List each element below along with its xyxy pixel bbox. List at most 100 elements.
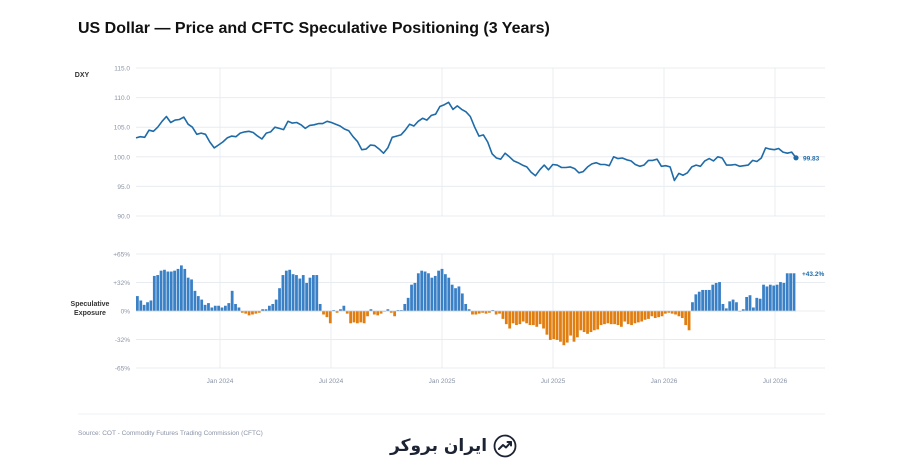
exposure-bar [234,303,237,311]
exposure-bar [741,309,745,311]
exposure-bar [521,311,525,322]
exposure-bar [565,311,569,343]
exposure-bar [193,290,197,311]
exposure-bar [508,311,512,329]
exposure-bar [410,284,413,311]
exposure-bar [532,311,535,326]
exposure-bar [427,273,430,311]
exposure-tick-label: 0% [121,309,131,316]
exposure-bar [494,311,498,315]
exposure-bar [389,311,393,313]
exposure-bar [173,270,177,311]
exposure-tick-label: +65% [113,252,130,259]
exposure-bar [257,311,261,313]
x-tick-label: Jan 2025 [429,378,456,385]
x-tick-label: Jan 2026 [651,378,678,385]
exposure-bar [542,311,545,329]
brand-logo: ایران بروکر [390,434,517,458]
exposure-bar [328,311,332,324]
exposure-bar [176,268,180,311]
exposure-bar [677,311,681,317]
exposure-bar [186,277,190,311]
exposure-bar [349,311,353,324]
price-tick-label: 100.0 [114,154,131,161]
exposure-bar [477,311,481,314]
exposure-bar [291,274,295,311]
exposure-bar [298,278,302,311]
exposure-bar [237,307,241,311]
exposure-bar [515,311,518,326]
exposure-bar [372,311,376,315]
exposure-bar [775,284,779,311]
price-tick-label: 110.0 [114,95,130,102]
exposure-bar [318,303,322,311]
exposure-bar [227,303,231,311]
exposure-bar [447,277,451,311]
brand-logo-text: ایران بروکر [390,436,488,456]
exposure-bar [301,275,305,311]
exposure-bar [471,311,474,315]
exposure-bar [359,311,363,323]
x-tick-label: Jan 2024 [207,378,234,385]
exposure-bar [420,270,424,311]
exposure-bar [684,311,688,326]
exposure-bar [616,311,620,326]
exposure-bar [271,303,275,311]
price-tick-label: 105.0 [114,125,131,132]
exposure-bar [254,311,258,314]
exposure-bar [386,309,390,311]
exposure-bar [636,311,640,323]
exposure-bar [457,286,461,311]
exposure-bar [762,284,765,311]
exposure-bar [511,311,515,324]
exposure-bar [555,311,559,340]
exposure-bar [322,311,325,315]
exposure-bar [572,311,576,342]
exposure-bar [305,282,309,311]
exposure-bar [376,311,380,316]
exposure-bar [569,311,573,336]
exposure-bar [159,270,163,311]
exposure-bar [220,307,224,311]
exposure-bar [261,309,265,311]
exposure-tick-label: -32% [115,337,130,344]
exposure-bar [701,289,705,311]
exposure-bar [528,311,532,326]
exposure-bar [488,311,491,313]
exposure-bar [481,311,485,313]
exposure-bar [200,299,204,311]
price-axis-label: DXY [75,72,90,79]
exposure-bar [606,311,610,324]
exposure-bar [406,297,410,311]
exposure-axis-label-line2: Exposure [74,310,106,317]
exposure-bar [779,282,782,311]
price-tick-label: 90.0 [117,214,130,221]
exposure-bar [169,271,173,311]
exposure-bar [312,275,315,311]
exposure-bar [190,279,193,311]
exposure-bar [711,284,715,311]
exposure-bar [785,273,789,311]
exposure-bar [203,304,207,311]
exposure-bar [454,288,457,311]
exposure-bar [484,311,488,314]
exposure-bar [562,311,566,346]
exposure-bar [146,302,149,311]
exposure-bar [680,311,684,319]
exposure-bar [667,311,671,313]
exposure-bar [403,303,407,311]
exposure-bar [288,269,292,311]
exposure-bar [491,310,495,311]
exposure-bar [464,303,468,311]
exposure-bar [152,275,156,311]
exposure-bar [582,311,586,333]
price-series-line [135,101,797,182]
exposure-bar [643,311,647,320]
exposure-last-value-label: +43.2% [802,271,824,278]
exposure-bar [728,301,732,311]
exposure-bar [670,311,674,314]
exposure-bar [589,311,593,333]
exposure-bar [613,311,617,325]
exposure-bar [369,309,373,311]
chart-title: US Dollar — Price and CFTC Speculative P… [78,20,550,37]
